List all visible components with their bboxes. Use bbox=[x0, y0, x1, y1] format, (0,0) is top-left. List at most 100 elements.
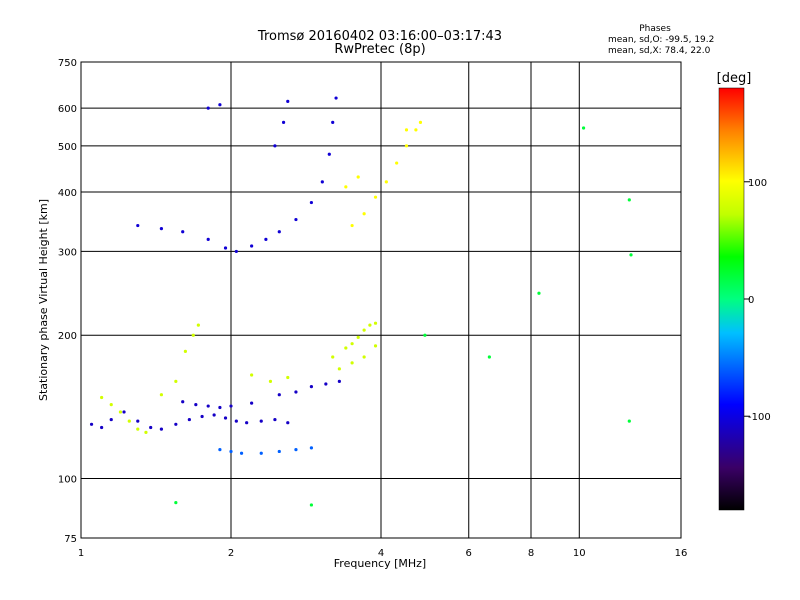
data-point bbox=[627, 198, 631, 202]
x-tick-label: 1 bbox=[78, 548, 84, 559]
data-point bbox=[181, 400, 185, 404]
y-axis-ticks: 75 100 200 300 400 500 600 750 bbox=[58, 58, 77, 545]
data-point bbox=[395, 161, 399, 165]
chart-subtitle: RwPretec (8p) bbox=[334, 42, 425, 57]
data-point bbox=[350, 342, 354, 346]
data-point bbox=[183, 349, 187, 353]
data-point bbox=[127, 419, 131, 423]
data-point bbox=[273, 417, 277, 422]
data-point bbox=[362, 212, 366, 216]
data-point bbox=[218, 405, 222, 410]
data-point bbox=[334, 96, 338, 100]
data-point bbox=[159, 427, 164, 431]
data-point bbox=[373, 321, 378, 325]
data-point bbox=[174, 501, 178, 505]
y-tick-label: 400 bbox=[58, 188, 77, 199]
colorbar-tick-label: 100 bbox=[748, 178, 767, 189]
data-point bbox=[627, 419, 631, 423]
x-tick-label: 2 bbox=[228, 548, 234, 559]
data-point bbox=[384, 180, 388, 184]
data-point bbox=[487, 355, 491, 359]
x-tick-label: 4 bbox=[378, 548, 384, 559]
data-point bbox=[273, 144, 277, 148]
data-point bbox=[144, 430, 148, 434]
data-point bbox=[344, 185, 348, 189]
colorbar-label: [deg] bbox=[717, 71, 752, 86]
data-point bbox=[337, 379, 341, 383]
data-point bbox=[294, 390, 298, 394]
data-point bbox=[239, 451, 244, 455]
data-point bbox=[136, 427, 140, 431]
data-point bbox=[212, 413, 216, 417]
data-point bbox=[373, 195, 378, 199]
grid-lines bbox=[81, 62, 681, 538]
y-tick-label: 500 bbox=[58, 142, 77, 153]
data-point bbox=[259, 419, 263, 423]
data-point bbox=[181, 230, 185, 234]
data-point bbox=[286, 99, 290, 103]
data-point bbox=[234, 419, 238, 423]
data-point bbox=[223, 416, 228, 420]
data-point bbox=[174, 422, 178, 426]
data-point bbox=[331, 120, 335, 124]
data-point bbox=[229, 404, 233, 408]
data-point bbox=[122, 410, 126, 414]
x-axis-ticks: 1 2 4 6 8 10 16 bbox=[78, 548, 688, 559]
data-point bbox=[250, 401, 254, 405]
data-point bbox=[264, 237, 268, 241]
data-point bbox=[109, 417, 113, 422]
y-tick-label: 75 bbox=[64, 534, 77, 545]
data-point bbox=[362, 355, 366, 359]
data-point bbox=[581, 126, 586, 130]
data-point bbox=[344, 346, 348, 350]
data-point bbox=[196, 323, 200, 327]
data-point bbox=[309, 385, 314, 389]
data-point bbox=[223, 246, 228, 250]
data-point bbox=[100, 395, 104, 400]
stats-x-mode: mean, sd,X: 78.4, 22.0 bbox=[608, 46, 711, 56]
y-tick-label: 100 bbox=[58, 475, 77, 486]
data-point bbox=[159, 393, 164, 397]
colorbar bbox=[718, 87, 745, 511]
data-point bbox=[277, 449, 281, 454]
data-point bbox=[277, 230, 281, 234]
data-point bbox=[206, 237, 210, 241]
data-point bbox=[368, 323, 372, 327]
data-point bbox=[309, 446, 314, 450]
data-point bbox=[200, 414, 204, 419]
x-tick-label: 6 bbox=[466, 548, 472, 559]
scatter-points bbox=[89, 96, 633, 507]
data-point bbox=[350, 223, 354, 228]
data-point bbox=[89, 422, 94, 426]
data-point bbox=[218, 103, 222, 107]
data-point bbox=[423, 333, 427, 337]
data-point bbox=[250, 244, 254, 248]
data-point bbox=[356, 175, 360, 179]
stats-o-mode: mean, sd,O: -99.5, 19.2 bbox=[608, 35, 714, 45]
x-tick-label: 16 bbox=[675, 548, 688, 559]
data-point bbox=[281, 120, 286, 124]
data-point bbox=[118, 410, 123, 414]
data-point bbox=[268, 379, 273, 383]
data-point bbox=[537, 291, 541, 295]
data-point bbox=[159, 227, 164, 231]
data-point bbox=[324, 382, 328, 386]
chart-title: Tromsø 20160402 03:16:00–03:17:43 bbox=[257, 29, 502, 44]
data-point bbox=[309, 200, 314, 205]
data-point bbox=[277, 393, 281, 397]
data-point bbox=[404, 144, 409, 148]
data-point bbox=[337, 367, 341, 371]
x-tick-label: 8 bbox=[528, 548, 534, 559]
y-axis-label: Stationary phase Virtual Height [km] bbox=[37, 199, 50, 401]
data-point bbox=[194, 402, 198, 407]
data-point bbox=[629, 253, 633, 257]
data-point bbox=[174, 379, 178, 383]
y-tick-label: 200 bbox=[58, 331, 77, 342]
data-point bbox=[259, 451, 263, 455]
colorbar-tick-label: -100 bbox=[748, 412, 771, 423]
data-point bbox=[286, 375, 290, 380]
data-point bbox=[404, 128, 409, 132]
y-tick-label: 750 bbox=[58, 58, 77, 69]
data-point bbox=[149, 425, 153, 430]
